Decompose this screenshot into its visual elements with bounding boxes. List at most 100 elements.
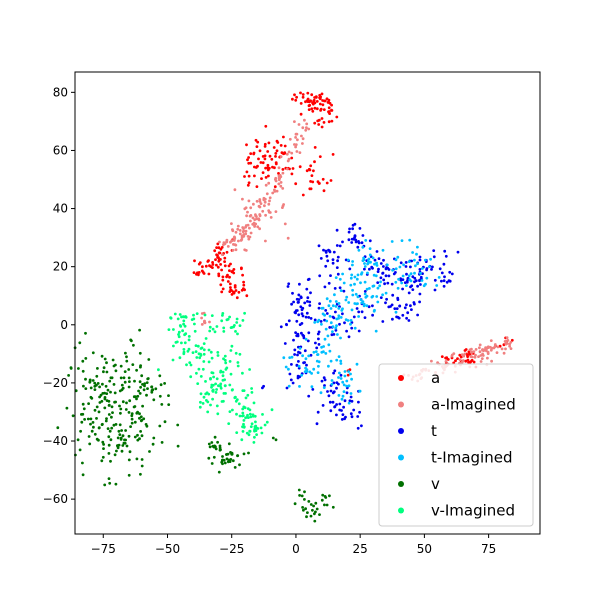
scatter-point xyxy=(295,150,299,153)
scatter-point xyxy=(293,353,296,356)
scatter-point xyxy=(297,350,300,354)
scatter-point xyxy=(299,112,303,116)
scatter-point xyxy=(339,377,343,380)
scatter-point xyxy=(339,362,343,365)
x-tick-label: 75 xyxy=(481,542,496,556)
scatter-point xyxy=(333,287,337,290)
scatter-point xyxy=(290,302,293,306)
scatter-point xyxy=(220,268,224,272)
scatter-point xyxy=(211,383,215,387)
scatter-point xyxy=(301,506,304,509)
scatter-point xyxy=(314,501,318,505)
scatter-point xyxy=(468,348,472,352)
scatter-point xyxy=(291,97,294,101)
scatter-point xyxy=(365,287,369,291)
scatter-point xyxy=(311,101,314,105)
scatter-point xyxy=(202,360,206,363)
scatter-point xyxy=(223,264,227,268)
scatter-point xyxy=(435,284,439,287)
scatter-point xyxy=(234,289,238,292)
scatter-point xyxy=(442,279,446,283)
scatter-point xyxy=(305,311,309,315)
scatter-point xyxy=(305,169,309,173)
scatter-point xyxy=(480,357,484,360)
scatter-point xyxy=(214,258,217,261)
scatter-point xyxy=(404,261,408,264)
scatter-point xyxy=(336,259,339,263)
scatter-point xyxy=(140,374,144,378)
scatter-point xyxy=(172,344,175,348)
scatter-point xyxy=(319,391,323,395)
scatter-point xyxy=(362,302,366,306)
scatter-point xyxy=(334,328,338,332)
scatter-point xyxy=(248,429,252,433)
scatter-point xyxy=(96,382,100,385)
scatter-point xyxy=(114,369,118,373)
scatter-point xyxy=(260,177,263,181)
scatter-point xyxy=(328,249,331,253)
scatter-point xyxy=(325,297,329,301)
scatter-point xyxy=(302,508,305,512)
scatter-point xyxy=(353,275,357,279)
scatter-point xyxy=(221,370,225,374)
scatter-point xyxy=(249,214,253,217)
scatter-point xyxy=(108,481,112,485)
scatter-point xyxy=(295,95,298,99)
scatter-point xyxy=(307,167,311,171)
scatter-point xyxy=(500,347,504,351)
scatter-point xyxy=(295,319,299,323)
scatter-point xyxy=(178,313,182,316)
scatter-point xyxy=(125,359,129,363)
scatter-point xyxy=(308,304,312,307)
scatter-point xyxy=(254,429,258,432)
scatter-point xyxy=(225,453,229,456)
scatter-point xyxy=(342,289,346,293)
scatter-point xyxy=(347,401,351,405)
scatter-point xyxy=(234,351,238,355)
scatter-point xyxy=(167,394,170,397)
scatter-point xyxy=(82,407,86,411)
scatter-point xyxy=(122,441,126,445)
scatter-point xyxy=(326,390,329,393)
scatter-point xyxy=(292,338,295,342)
scatter-point xyxy=(300,331,303,335)
scatter-point xyxy=(151,442,155,446)
scatter-point xyxy=(347,370,350,373)
scatter-point xyxy=(369,260,372,264)
scatter-point xyxy=(306,296,310,300)
scatter-point xyxy=(360,424,363,428)
scatter-point xyxy=(314,350,318,353)
scatter-point xyxy=(169,316,173,320)
scatter-point xyxy=(329,359,333,363)
scatter-point xyxy=(274,438,278,442)
scatter-point xyxy=(260,431,264,435)
scatter-point xyxy=(267,141,271,145)
scatter-point xyxy=(89,386,93,390)
scatter-point xyxy=(224,392,227,395)
scatter-point xyxy=(339,289,343,292)
scatter-point xyxy=(109,459,112,463)
scatter-point xyxy=(206,260,210,263)
scatter-point xyxy=(111,358,115,362)
scatter-point xyxy=(237,239,240,243)
scatter-point xyxy=(342,281,346,285)
scatter-point xyxy=(413,271,416,275)
scatter-point xyxy=(243,311,247,315)
scatter-point xyxy=(213,435,217,439)
scatter-point xyxy=(329,409,333,413)
scatter-point xyxy=(337,376,340,379)
scatter-point xyxy=(102,366,106,370)
scatter-point xyxy=(135,397,138,401)
scatter-point xyxy=(314,510,317,514)
scatter-point xyxy=(56,426,60,430)
scatter-point xyxy=(303,118,306,122)
scatter-point xyxy=(312,169,315,173)
scatter-point xyxy=(242,283,246,287)
scatter-point xyxy=(311,109,315,113)
scatter-point xyxy=(304,357,308,361)
scatter-point xyxy=(470,359,474,362)
scatter-point xyxy=(199,375,203,378)
scatter-point xyxy=(141,404,145,408)
scatter-point xyxy=(330,108,333,112)
scatter-point xyxy=(375,261,378,265)
